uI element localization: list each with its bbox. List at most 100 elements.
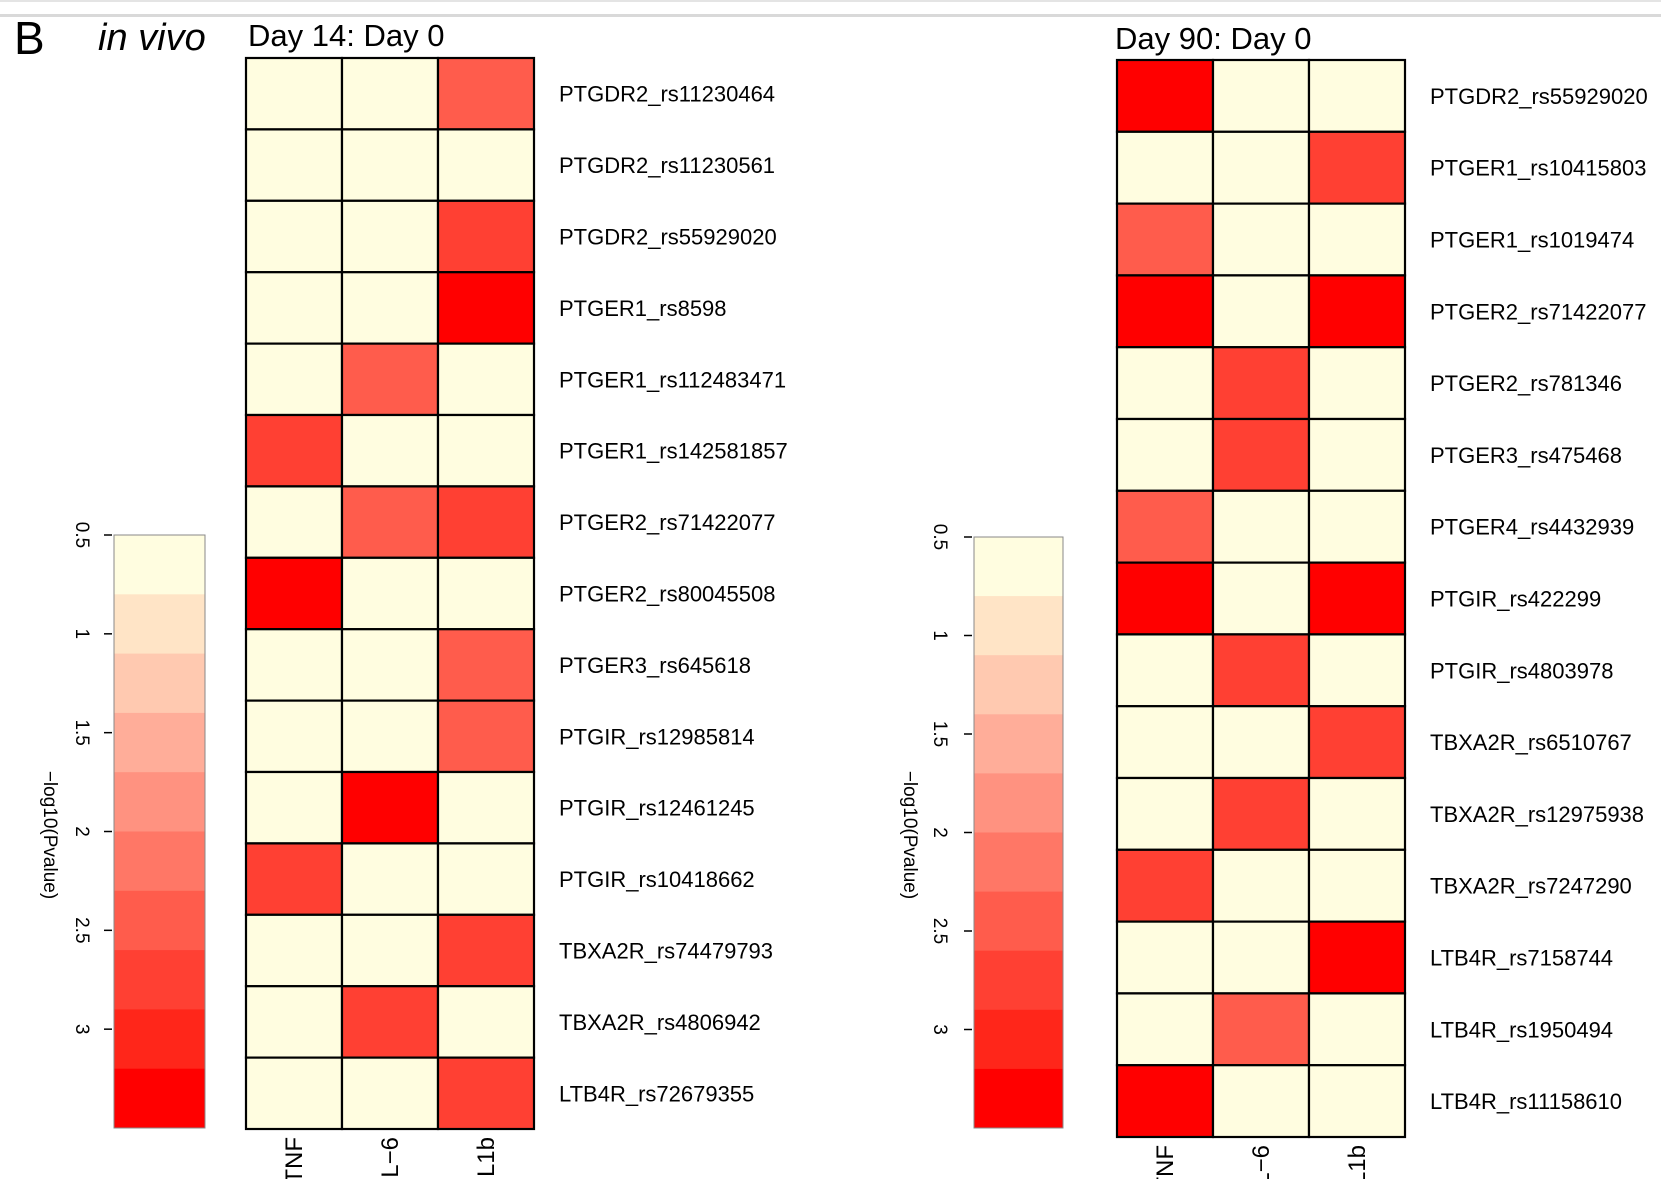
heatmap-cell [436,199,536,274]
legend-swatch [114,712,205,773]
heatmap-cell [1307,489,1407,564]
row-label: LTB4R_rs1950494 [1430,1017,1613,1042]
heatmap-cell [244,842,344,916]
heatmap-cell [340,699,440,774]
legend-swatch [114,831,205,892]
heatmap-cell [1211,130,1311,205]
legend-frame [973,536,1064,1129]
heatmap-cell [244,128,344,202]
legend-tick-label: 0.5 [929,524,950,550]
legend-swatch [974,714,1063,774]
column-label: IL1b [473,1137,500,1179]
heatmap-cell [1307,848,1407,923]
legend-label: −log10(Pvalue) [39,771,60,899]
heatmap-day90: Day 90: Day 0 PTGDR2_rs55929020 PTGER1_rs1… [899,21,1648,1179]
heatmap-cell [1115,705,1215,780]
row-label: PTGDR2_rs11230561 [559,153,775,178]
row-label: PTGER1_rs142581857 [559,439,788,464]
heatmap-cell [244,913,344,988]
heatmap-cell [340,342,440,417]
heatmap-cell [1211,346,1311,421]
chart-title: Day 14: Day 0 [248,18,444,53]
row-label: PTGER2_rs781346 [1430,371,1622,396]
top-divider [0,14,1661,17]
row-label: LTB4R_rs11158610 [1430,1089,1622,1114]
row-label: PTGDR2_rs55929020 [1430,84,1648,109]
heatmap-cell [244,56,344,131]
heatmap-cell [1307,561,1407,636]
row-label: PTGER3_rs475468 [1430,443,1622,468]
heatmap-cell [1115,633,1215,708]
legend-swatch [114,950,205,1010]
heatmap-cell [340,842,440,916]
heatmap-cell [1211,58,1311,133]
heatmap-cell [436,913,536,988]
legend-swatch [114,890,205,951]
row-label: PTGIR_rs10418662 [559,867,755,892]
row-label: PTGER2_rs80045508 [559,582,775,607]
heatmap-cell [1115,920,1215,995]
legend-swatch [974,773,1063,833]
heatmap-cell [1307,920,1407,995]
heatmap-cell [1115,274,1215,349]
heatmap-cell [1307,705,1407,780]
legend-tick-label: 1 [929,630,950,641]
heatmap-cell [436,56,536,131]
row-label: PTGDR2_rs55929020 [559,225,777,250]
legend-swatch [974,832,1063,893]
legend-tick-label: 2 [71,826,92,837]
heatmap-cell [340,913,440,988]
heatmap-cell [436,842,536,916]
legend-tick-label: 2 [929,827,950,838]
row-label: PTGIR_rs12461245 [559,796,755,821]
heatmap-cell [1307,130,1407,205]
row-label: PTGER1_rs8598 [559,296,727,321]
row-label: PTGER1_rs1019474 [1430,228,1634,253]
legend-swatch [974,950,1063,1011]
heatmap-cell [1115,58,1215,133]
heatmap-cell [244,699,344,774]
legend-swatch [974,655,1063,715]
heatmap-cell [244,770,344,845]
heatmap-cell [340,413,440,488]
heatmap-cell [436,413,536,488]
row-label: TBXA2R_rs74479793 [559,939,773,964]
heatmap-cell [244,556,344,631]
legend-frame [113,534,206,1129]
legend-tick-label: 1 [71,629,92,640]
legend-tick-label: 0.5 [71,522,92,548]
heatmap-day14: Day 14: Day 0 PTGDR2_rs11230464 PTGDR2_rs1… [39,18,788,1179]
row-label: PTGDR2_rs11230464 [559,82,775,107]
heatmap-cell [1211,992,1311,1067]
legend-swatch [974,891,1063,952]
legend-swatch [114,1068,205,1129]
heatmap-cell [436,628,536,702]
heatmap-cell [340,128,440,202]
heatmap-cell [436,1056,536,1131]
heatmap-cell [1115,1064,1215,1139]
legend-tick-label: 3 [929,1024,950,1035]
heatmap-cell [1115,489,1215,564]
legend-tick-label: 1.5 [929,721,950,747]
heatmap-cell [1211,1064,1311,1139]
heatmap-cell [1307,346,1407,421]
panel-letter: B [14,12,45,64]
heatmap-cell [1307,274,1407,349]
top-border [0,0,1661,2]
row-label: PTGER4_rs4432939 [1430,515,1634,540]
heatmap-cell [340,485,440,559]
legend-tick-label: 2.5 [929,918,950,944]
legend-swatch [974,1068,1063,1129]
heatmap-cell [1115,202,1215,277]
heatmap-cell [340,628,440,702]
heatmap-cell [1307,417,1407,492]
heatmap-cell [1211,561,1311,636]
heatmap-cell [340,199,440,274]
heatmap-cell [340,985,440,1059]
row-label: LTB4R_rs7158744 [1430,946,1613,971]
legend-swatch [974,537,1063,597]
heatmap-cell [436,271,536,345]
heatmap-cell [1211,417,1311,492]
heatmap-cell [1211,202,1311,277]
heatmap-cell [244,1056,344,1131]
